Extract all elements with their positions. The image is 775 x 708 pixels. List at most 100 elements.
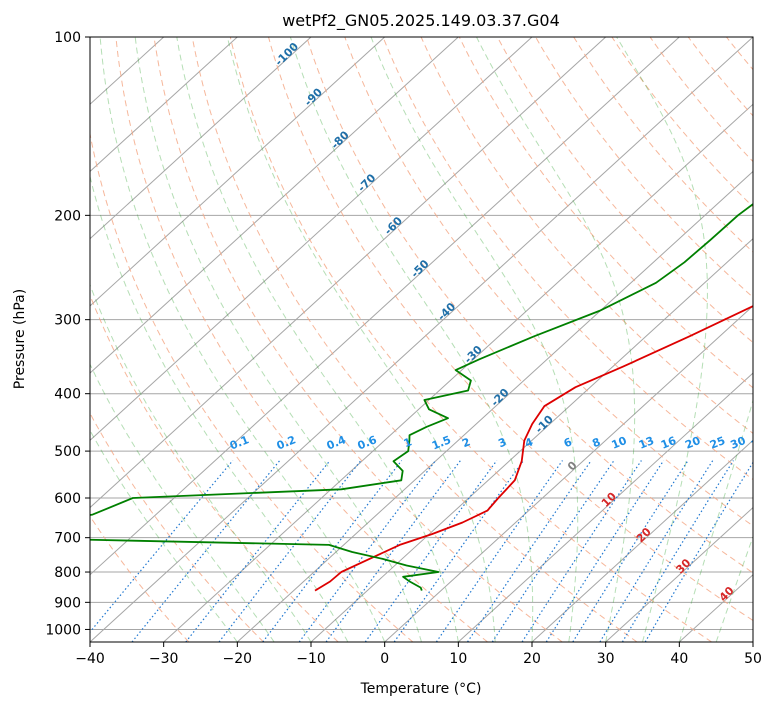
moist-adiabat--5 xyxy=(90,174,349,642)
isotherm--40 xyxy=(90,37,753,642)
moist-adiabat-25 xyxy=(370,37,579,642)
x-axis-label: Temperature (°C) xyxy=(360,681,482,697)
isotherm--110 xyxy=(90,37,238,173)
dry-adiabat-70 xyxy=(344,37,753,527)
moist-adiabat-45 xyxy=(715,535,753,642)
isotherm-0 xyxy=(384,305,753,642)
mixing-ratio-line-8 xyxy=(467,460,592,642)
y-tick-label: 500 xyxy=(54,444,81,460)
y-tick-label: 200 xyxy=(54,208,81,224)
mixing-ratio-line-10 xyxy=(491,460,615,642)
y-tick-label: 300 xyxy=(54,313,81,329)
dry-adiabat-100 xyxy=(458,37,753,389)
moist-adiabat-35 xyxy=(616,37,708,642)
isotherm--30 xyxy=(163,103,753,642)
x-tick-label: −30 xyxy=(149,651,179,667)
chart-title: wetPf2_GN05.2025.149.03.37.G04 xyxy=(282,11,560,31)
isotherm-20 xyxy=(531,439,753,642)
moist-adiabat--15 xyxy=(90,363,275,642)
isotherm--60 xyxy=(90,37,607,509)
moist-adiabat-20 xyxy=(289,37,534,642)
x-axis-ticks: −40 −30 −20 −10 0 10 20 30 40 50 xyxy=(75,642,762,667)
mixing-ratio-line-0.2 xyxy=(131,460,281,642)
x-tick-label: 50 xyxy=(744,651,762,667)
mixing-ratio-label: 2 xyxy=(460,435,472,450)
skewed-isotherm-gridlines xyxy=(90,37,753,642)
mixing-ratio-line-36 xyxy=(644,461,753,642)
dry-adiabat-40 xyxy=(229,37,712,642)
y-axis-label: Pressure (hPa) xyxy=(12,289,28,389)
x-tick-label: 20 xyxy=(523,651,541,667)
dewpoint-profile-line xyxy=(90,203,753,591)
x-tick-label: 0 xyxy=(380,651,389,667)
mixing-ratio-label: 25 xyxy=(708,434,727,452)
moist-adiabat-0 xyxy=(99,37,386,642)
dry-adiabat-20 xyxy=(153,37,563,642)
dry-adiabat--10 xyxy=(90,293,339,642)
mixing-ratio-label: 16 xyxy=(659,434,678,452)
plot-area xyxy=(90,37,753,642)
mixing-ratio-line-13 xyxy=(521,460,642,642)
mixing-ratio-line-4 xyxy=(393,460,524,642)
moist-adiabat-5 xyxy=(134,37,422,642)
y-tick-label: 1000 xyxy=(45,622,81,638)
mixing-ratio-line-3 xyxy=(364,460,498,642)
mixing-ratio-label: 30 xyxy=(728,434,747,452)
mixing-ratio-label: 3 xyxy=(496,435,508,450)
dry-adiabat-10 xyxy=(115,37,488,642)
moist-adiabat-40 xyxy=(678,398,753,642)
dry-adiabats xyxy=(90,37,753,642)
y-tick-label: 100 xyxy=(54,30,81,46)
mixing-ratio-line-30 xyxy=(621,460,734,642)
moist-adiabat-30 xyxy=(476,37,636,642)
sounding-profiles xyxy=(90,203,753,592)
isotherm-30 xyxy=(605,506,753,642)
mixing-ratio-label: 8 xyxy=(590,435,602,450)
x-tick-label: 30 xyxy=(597,651,615,667)
moist-adiabat--20 xyxy=(90,429,238,642)
moist-adiabat-10 xyxy=(176,37,459,642)
isotherm--10 xyxy=(310,237,753,642)
x-tick-label: −10 xyxy=(296,651,326,667)
y-tick-label: 800 xyxy=(54,565,81,581)
dry-adiabat-0 xyxy=(90,131,414,642)
y-tick-label: 900 xyxy=(54,595,81,611)
isotherm--90 xyxy=(90,37,386,307)
mixing-ratio-label: 1 xyxy=(402,435,414,450)
y-tick-label: 700 xyxy=(54,531,81,547)
y-tick-label: 400 xyxy=(54,387,81,403)
x-tick-label: 10 xyxy=(449,651,467,667)
mixing-ratio-line-0.1 xyxy=(90,460,234,633)
mixing-ratio-line-2 xyxy=(325,460,461,642)
dry-adiabat-150 xyxy=(649,37,753,163)
isotherm-50 xyxy=(752,641,753,642)
moist-adiabat--10 xyxy=(90,283,312,642)
dry-adiabat-130 xyxy=(573,37,753,253)
x-tick-label: −20 xyxy=(223,651,253,667)
isotherm--70 xyxy=(90,37,533,442)
dry-adiabat-60 xyxy=(306,37,753,574)
mixing-ratio-label: 36 xyxy=(749,434,768,452)
temperature-profile-line xyxy=(314,305,753,592)
mixing-ratio-label: 13 xyxy=(637,434,656,452)
dry-adiabat-50 xyxy=(268,37,753,622)
isotherm-10 xyxy=(457,372,753,642)
moist-adiabat-15 xyxy=(226,37,496,642)
isotherm--20 xyxy=(236,170,753,642)
mixing-ratio-label: 10 xyxy=(610,434,629,452)
y-axis-ticks: 100 200 300 400 500 600 700 800 900 1000 xyxy=(45,30,90,638)
dry-adiabat-110 xyxy=(496,37,753,344)
mixing-ratio-label: 20 xyxy=(683,434,702,452)
x-tick-label: −40 xyxy=(75,651,105,667)
y-tick-label: 600 xyxy=(54,491,81,507)
x-tick-label: 40 xyxy=(670,651,688,667)
isotherm--100 xyxy=(90,37,312,240)
moist-adiabats xyxy=(90,37,753,642)
mixing-ratio-line-6 xyxy=(435,460,563,642)
isotherm--80 xyxy=(90,37,459,374)
plot-frame xyxy=(89,36,754,643)
dry-adiabat-90 xyxy=(420,37,753,434)
mixing-ratio-line-1.5 xyxy=(298,460,437,642)
dry-adiabat-80 xyxy=(382,37,753,481)
